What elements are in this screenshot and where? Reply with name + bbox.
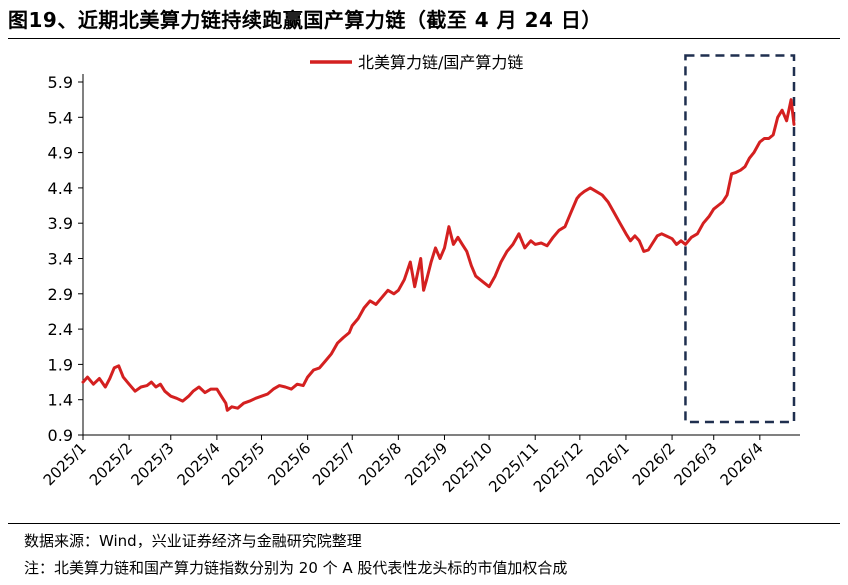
x-tick-label: 2025/2 bbox=[86, 439, 136, 489]
footnote: 注：北美算力链和国产算力链指数分别为 20 个 A 股代表性龙头标的市值加权合成 bbox=[24, 559, 568, 577]
source-note: 数据来源：Wind，兴业证券经济与金融研究院整理 bbox=[24, 532, 362, 550]
x-tick-label: 2025/12 bbox=[530, 439, 587, 496]
y-tick-label: 1.9 bbox=[48, 355, 73, 374]
y-tick-label: 3.4 bbox=[48, 250, 73, 269]
y-tick-label: 5.4 bbox=[48, 108, 73, 127]
title-divider bbox=[8, 38, 840, 39]
y-tick-label: 5.9 bbox=[48, 73, 73, 92]
figure-title: 图19、近期北美算力链持续跑赢国产算力链（截至 4 月 24 日） bbox=[8, 8, 602, 32]
x-tick-label: 2026/1 bbox=[583, 439, 633, 489]
y-tick-label: 2.4 bbox=[48, 320, 73, 339]
x-axis: 2025/12025/22025/32025/42025/52025/62025… bbox=[40, 434, 800, 496]
y-tick-label: 3.9 bbox=[48, 214, 73, 233]
x-tick-label: 2025/4 bbox=[174, 439, 224, 489]
y-tick-label: 2.9 bbox=[48, 285, 73, 304]
y-tick-label: 4.9 bbox=[48, 144, 73, 163]
x-tick-label: 2025/1 bbox=[40, 439, 90, 489]
series-line bbox=[81, 98, 796, 412]
legend: 北美算力链/国产算力链 bbox=[310, 53, 523, 72]
x-tick-label: 2026/2 bbox=[629, 439, 679, 489]
y-tick-label: 0.9 bbox=[48, 426, 73, 445]
y-tick-label: 4.4 bbox=[48, 179, 73, 198]
footer-divider bbox=[8, 523, 840, 524]
x-tick-label: 2025/3 bbox=[128, 439, 178, 489]
x-tick-label: 2026/4 bbox=[717, 439, 767, 489]
legend-label: 北美算力链/国产算力链 bbox=[358, 53, 523, 72]
y-axis: 0.9 1.4 1.9 2.4 2.9 3.4 3.9 4.4 4.9 5.4 5.9 bbox=[48, 73, 84, 445]
x-tick-label: 2025/7 bbox=[309, 439, 359, 489]
y-tick-label: 1.4 bbox=[48, 391, 73, 410]
x-tick-label: 2025/10 bbox=[439, 439, 496, 496]
x-tick-label: 2025/8 bbox=[355, 439, 405, 489]
x-tick-label: 2025/5 bbox=[218, 439, 268, 489]
line-chart: 0.9 1.4 1.9 2.4 2.9 3.4 3.9 4.4 4.9 5.4 5.9 2025/1… bbox=[40, 53, 800, 496]
x-tick-label: 2025/6 bbox=[264, 439, 314, 489]
highlight-region bbox=[684, 54, 796, 424]
highlight-box bbox=[684, 54, 796, 424]
series-group bbox=[81, 98, 796, 412]
x-tick-label: 2026/3 bbox=[671, 439, 721, 489]
